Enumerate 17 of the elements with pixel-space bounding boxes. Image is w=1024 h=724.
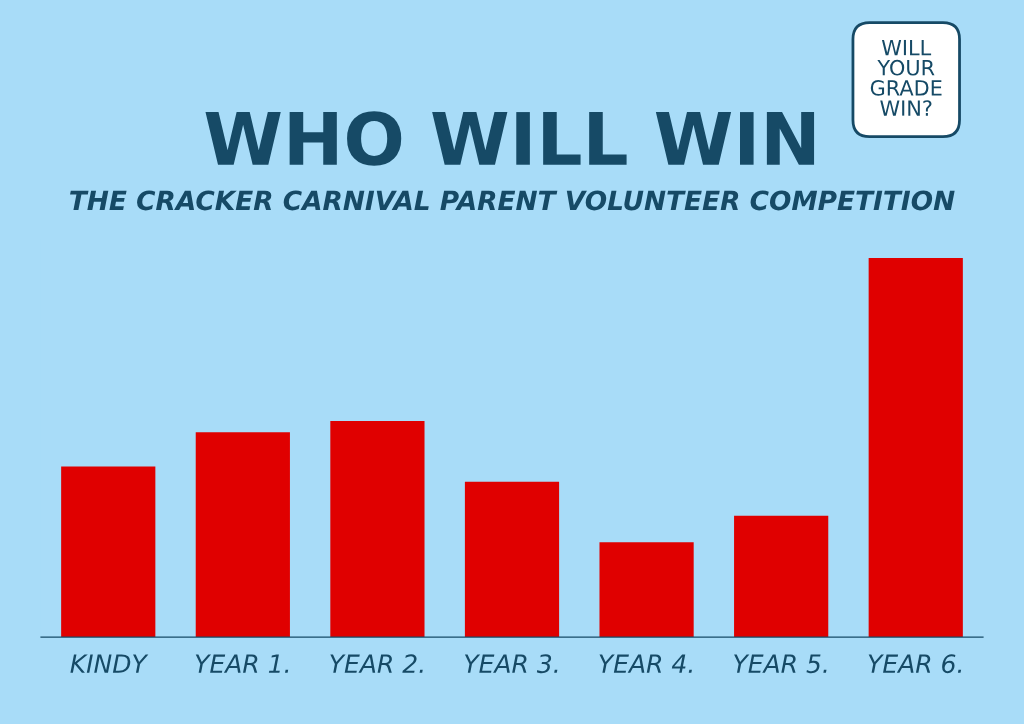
chart-title: WHO WILL WIN xyxy=(205,111,815,166)
text: WILL YOUR GRADE WIN? xyxy=(870,39,942,116)
bar xyxy=(868,257,963,638)
x-tick-label: YEAR 1. xyxy=(195,654,289,673)
bar xyxy=(734,515,829,638)
x-tick-label: YEAR 6. xyxy=(868,654,962,674)
x-tick-label: YEAR 5. xyxy=(734,654,827,674)
bar xyxy=(330,420,425,638)
bar xyxy=(599,542,694,638)
x-tick-label: YEAR 2. xyxy=(330,654,423,673)
chart-subtitle: THE CRACKER CARNIVAL PARENT VOLUNTEER COMPETITION xyxy=(70,190,955,211)
bar xyxy=(464,481,560,638)
x-tick-label: YEAR 3. xyxy=(464,654,558,674)
x-tick-label: KINDY xyxy=(70,654,149,673)
x-tick-label: YEAR 4. xyxy=(599,654,692,673)
bar xyxy=(195,432,290,638)
bar xyxy=(61,466,156,638)
